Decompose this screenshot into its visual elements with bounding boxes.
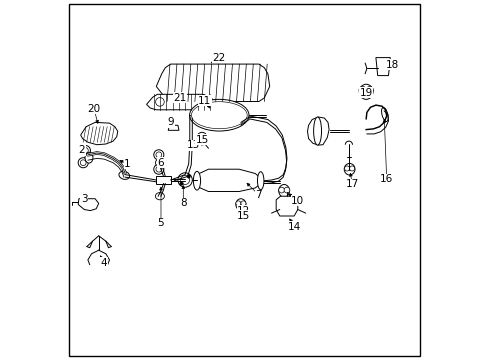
Text: 22: 22: [212, 53, 225, 63]
Polygon shape: [78, 199, 99, 211]
Ellipse shape: [119, 171, 129, 179]
Ellipse shape: [178, 173, 192, 187]
Circle shape: [179, 182, 183, 185]
Polygon shape: [307, 117, 328, 145]
Polygon shape: [168, 125, 179, 130]
Polygon shape: [276, 196, 297, 216]
Ellipse shape: [196, 132, 207, 145]
Ellipse shape: [153, 164, 163, 174]
Ellipse shape: [189, 99, 248, 131]
Text: 9: 9: [167, 117, 174, 127]
Text: 12: 12: [237, 206, 250, 216]
Ellipse shape: [180, 176, 189, 185]
Polygon shape: [194, 169, 260, 192]
Text: 15: 15: [237, 211, 250, 221]
Circle shape: [344, 166, 349, 171]
Circle shape: [156, 152, 162, 158]
Text: 2: 2: [78, 145, 85, 156]
Circle shape: [278, 187, 284, 193]
Ellipse shape: [191, 102, 247, 129]
Circle shape: [202, 135, 207, 140]
Text: 21: 21: [173, 93, 186, 103]
Text: 14: 14: [288, 222, 301, 232]
Text: 15: 15: [195, 135, 208, 145]
Circle shape: [349, 166, 354, 171]
Polygon shape: [156, 176, 170, 184]
Ellipse shape: [359, 84, 372, 99]
Circle shape: [186, 175, 190, 178]
Ellipse shape: [80, 145, 90, 156]
Text: 4: 4: [101, 258, 107, 268]
Ellipse shape: [344, 163, 354, 175]
Text: 5: 5: [157, 218, 164, 228]
Text: 6: 6: [157, 158, 164, 168]
Circle shape: [235, 201, 241, 206]
Ellipse shape: [381, 108, 387, 121]
Ellipse shape: [278, 185, 289, 197]
Polygon shape: [81, 122, 118, 145]
Circle shape: [241, 201, 245, 206]
Ellipse shape: [313, 117, 321, 145]
Circle shape: [364, 94, 367, 97]
Ellipse shape: [85, 152, 93, 163]
Ellipse shape: [155, 159, 164, 166]
Circle shape: [200, 98, 209, 106]
Ellipse shape: [235, 199, 245, 210]
Circle shape: [284, 187, 289, 193]
Circle shape: [156, 166, 162, 172]
Text: 11: 11: [198, 96, 211, 106]
Polygon shape: [375, 58, 389, 76]
Text: 1: 1: [124, 159, 131, 169]
Circle shape: [366, 86, 373, 94]
Ellipse shape: [153, 150, 163, 160]
Circle shape: [82, 148, 88, 153]
Polygon shape: [156, 64, 269, 102]
Circle shape: [196, 135, 202, 140]
Text: 3: 3: [81, 194, 87, 204]
Ellipse shape: [257, 172, 264, 190]
Text: 10: 10: [291, 196, 304, 206]
Circle shape: [155, 98, 164, 106]
Polygon shape: [146, 94, 215, 110]
Ellipse shape: [78, 158, 88, 168]
Text: 19: 19: [359, 88, 372, 98]
Text: 8: 8: [180, 198, 186, 208]
Ellipse shape: [193, 171, 200, 190]
Circle shape: [80, 160, 86, 166]
Text: 20: 20: [87, 104, 101, 114]
Text: 7: 7: [255, 190, 262, 200]
Circle shape: [358, 86, 366, 94]
Text: 13: 13: [186, 140, 200, 150]
Text: 17: 17: [345, 179, 358, 189]
Text: 18: 18: [385, 60, 398, 70]
Text: 16: 16: [379, 174, 392, 184]
Ellipse shape: [155, 193, 164, 200]
